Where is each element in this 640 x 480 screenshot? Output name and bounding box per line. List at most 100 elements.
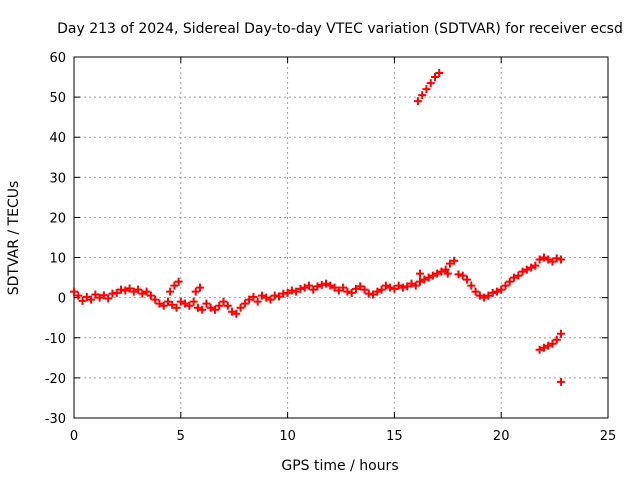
data-point — [418, 91, 427, 100]
data-point — [539, 343, 548, 352]
data-point — [557, 377, 566, 386]
data-point — [219, 297, 228, 306]
data-point — [373, 287, 382, 296]
data-point — [223, 301, 232, 310]
data-point — [552, 335, 561, 344]
data-point — [501, 281, 510, 290]
data-point — [390, 284, 399, 293]
data-point — [74, 291, 83, 300]
y-tick-label: 20 — [49, 211, 66, 226]
data-point — [275, 292, 284, 301]
y-tick-label: 60 — [49, 51, 66, 66]
data-point — [210, 305, 219, 314]
x-axis-label: GPS time / hours — [281, 458, 398, 474]
plot-frame — [73, 56, 609, 419]
data-point — [138, 289, 147, 298]
data-point — [91, 290, 100, 299]
data-point — [292, 287, 301, 296]
data-point — [198, 305, 207, 314]
data-point — [356, 282, 365, 291]
data-point — [283, 288, 292, 297]
data-point — [304, 281, 313, 290]
y-tick-label: 50 — [49, 91, 66, 106]
data-point — [416, 277, 425, 286]
data-point — [347, 288, 356, 297]
y-tick-label: 40 — [49, 131, 66, 146]
data-point — [300, 283, 309, 292]
data-point — [181, 299, 190, 308]
data-point — [535, 255, 544, 264]
data-point — [95, 293, 104, 302]
data-point — [257, 291, 266, 300]
data-point — [475, 291, 484, 300]
x-tick-label: 15 — [386, 429, 403, 444]
data-point — [193, 303, 202, 312]
data-point — [518, 267, 527, 276]
data-point — [433, 269, 442, 278]
data-point — [174, 277, 183, 286]
data-point — [185, 301, 194, 310]
data-point — [422, 85, 431, 94]
data-point — [535, 345, 544, 354]
data-point — [505, 277, 514, 286]
data-point — [492, 287, 501, 296]
x-tick-label: 0 — [70, 429, 78, 444]
data-point — [313, 282, 322, 291]
data-point — [557, 255, 566, 264]
data-point — [287, 286, 296, 295]
data-point — [232, 309, 241, 318]
x-tick-label: 25 — [600, 429, 617, 444]
data-point — [196, 283, 205, 292]
data-point — [381, 281, 390, 290]
data-point — [544, 255, 553, 264]
data-point — [394, 281, 403, 290]
data-point — [262, 293, 271, 302]
data-point — [170, 281, 179, 290]
data-point — [70, 287, 78, 296]
data-point — [557, 329, 566, 338]
data-point — [78, 296, 87, 305]
data-point — [228, 307, 237, 316]
data-point — [326, 281, 335, 290]
data-point — [87, 295, 96, 304]
data-point — [426, 79, 435, 88]
data-point — [454, 270, 463, 279]
y-tick-label: 0 — [58, 292, 66, 307]
data-point — [253, 297, 262, 306]
data-point — [441, 265, 450, 274]
y-axis-label: SDTVAR / TECUs — [6, 181, 22, 296]
data-point — [215, 301, 224, 310]
data-point — [236, 303, 245, 312]
data-point — [168, 300, 177, 309]
data-point — [403, 282, 412, 291]
data-point — [480, 293, 489, 302]
data-point — [497, 285, 506, 294]
data-point — [386, 283, 395, 292]
data-point — [322, 279, 331, 288]
y-tick-label: 30 — [49, 171, 66, 186]
data-point — [484, 291, 493, 300]
data-point — [121, 286, 130, 295]
data-point — [377, 285, 386, 294]
data-point — [467, 281, 476, 290]
data-point — [430, 73, 439, 82]
y-tick-label: -20 — [45, 372, 66, 387]
x-tick-label: 10 — [279, 429, 296, 444]
data-point — [176, 297, 185, 306]
data-point — [539, 253, 548, 262]
data-point — [191, 287, 200, 296]
y-tick-labels: -30 -20 -10 0 10 20 30 40 50 60 — [45, 51, 66, 427]
data-point — [245, 295, 254, 304]
data-point — [369, 290, 378, 299]
data-point — [189, 297, 198, 306]
data-point — [450, 256, 459, 265]
data-point — [435, 69, 444, 78]
x-tick-label: 20 — [493, 429, 510, 444]
data-point — [424, 273, 433, 282]
data-point — [360, 285, 369, 294]
data-point — [510, 273, 519, 282]
data-point — [420, 275, 429, 284]
data-point — [527, 263, 536, 272]
